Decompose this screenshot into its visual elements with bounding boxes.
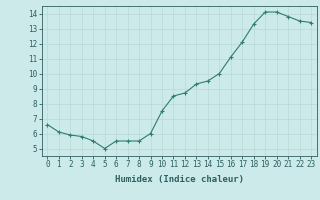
X-axis label: Humidex (Indice chaleur): Humidex (Indice chaleur)	[115, 175, 244, 184]
